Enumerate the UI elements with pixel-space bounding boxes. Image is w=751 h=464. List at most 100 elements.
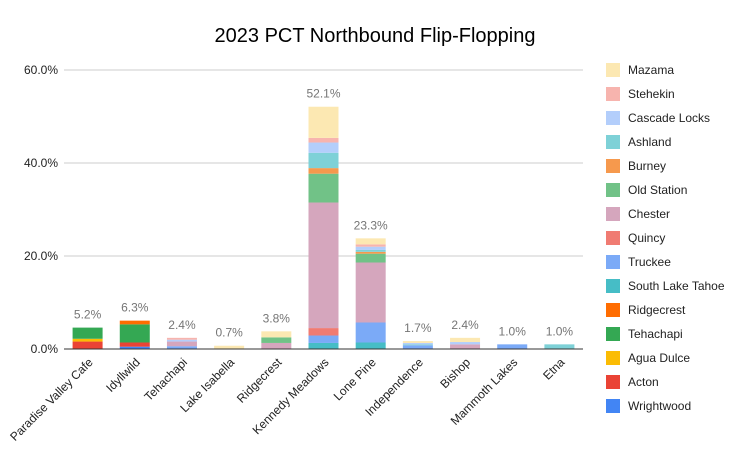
bar-segment — [72, 338, 103, 342]
legend-swatch — [606, 231, 620, 245]
legend-label: Stehekin — [628, 87, 675, 101]
bar-segment — [355, 342, 386, 349]
bar-segment — [355, 246, 386, 250]
bar-segment — [72, 341, 103, 349]
legend-label: Wrightwood — [628, 399, 691, 413]
x-tick-label: Bishop — [437, 355, 473, 391]
x-tick-label: Paradise Valley Cafe — [7, 355, 96, 444]
legend-label: Old Station — [628, 183, 687, 197]
legend-label: South Lake Tahoe — [628, 279, 725, 293]
bar-total-label: 5.2% — [74, 308, 102, 322]
bar-segment — [355, 251, 386, 254]
x-tick-label: Lone Pine — [331, 355, 379, 403]
bar-segment — [119, 342, 150, 347]
chart-title: 2023 PCT Northbound Flip-Flopping — [215, 25, 536, 47]
legend-swatch — [606, 279, 620, 293]
legend-swatch — [606, 87, 620, 101]
x-tick-label: Tehachapi — [141, 355, 190, 404]
legend-label: Mazama — [628, 63, 674, 77]
bar-segment — [261, 331, 292, 338]
bar-segment — [308, 342, 339, 349]
legend-swatch — [606, 135, 620, 149]
legend-swatch — [606, 111, 620, 125]
x-axis: Paradise Valley Cafe IdyllwildTehachapiLa… — [7, 348, 583, 444]
bar-total-label: 0.7% — [215, 326, 243, 340]
bar-segment — [214, 345, 245, 349]
bar-segment — [166, 337, 197, 340]
bar-segment — [355, 262, 386, 323]
bar-segment — [544, 344, 575, 349]
bar-segment — [402, 342, 433, 345]
bar-segment — [119, 324, 150, 343]
bar-segment — [497, 344, 528, 349]
bar-segment — [308, 335, 339, 343]
bar-segment — [355, 238, 386, 245]
legend-label: Burney — [628, 159, 666, 173]
bar-total-label: 6.3% — [121, 301, 149, 315]
x-tick-label: Ridgecrest — [234, 355, 285, 406]
legend-swatch — [606, 159, 620, 173]
legend-swatch — [606, 375, 620, 389]
legend-swatch — [606, 351, 620, 365]
bar-total-label: 1.7% — [404, 321, 432, 335]
bar-segment — [308, 202, 339, 329]
legend-swatch — [606, 63, 620, 77]
bar-segment — [355, 253, 386, 263]
bar-segment — [355, 244, 386, 247]
bar-segment — [308, 152, 339, 169]
legend-label: Acton — [628, 375, 659, 389]
bar-total-label: 52.1% — [306, 87, 340, 101]
bar-segment — [308, 106, 339, 138]
data-labels: 5.2% 6.3% 2.4% 0.7% 3.8% 52.1% 23.3% 1.7% 2.4% 1.… — [74, 87, 573, 340]
bar-total-label: 1.0% — [546, 324, 574, 338]
bar-segment — [261, 342, 292, 349]
bar-segment — [450, 342, 481, 345]
legend-label: Quincy — [628, 231, 665, 245]
y-axis: 0.0% 20.0% 40.0% 60.0% — [24, 63, 58, 356]
legend-label: Ridgecrest — [628, 303, 686, 317]
bar-segment — [119, 346, 150, 349]
bar-segment — [166, 339, 197, 342]
y-tick-label: 40.0% — [24, 156, 58, 170]
bar-total-label: 2.4% — [451, 318, 479, 332]
bar-segment — [119, 320, 150, 325]
bar-segment — [402, 345, 433, 349]
legend-swatch — [606, 183, 620, 197]
legend-swatch — [606, 327, 620, 341]
legend-label: Ashland — [628, 135, 671, 149]
bar-segment — [166, 341, 197, 347]
y-tick-label: 0.0% — [31, 342, 59, 356]
bar-segment — [355, 322, 386, 343]
bar-segment — [355, 249, 386, 252]
bar-segment — [450, 337, 481, 343]
legend-swatch — [606, 399, 620, 413]
legend-label: Chester — [628, 207, 670, 221]
bar-segment — [166, 346, 197, 349]
bar-segment — [308, 137, 339, 143]
bar-segment — [308, 328, 339, 336]
legend-label: Truckee — [628, 255, 671, 269]
bar-segment — [308, 173, 339, 203]
legend-label: Agua Dulce — [628, 351, 690, 365]
bar-segment — [450, 344, 481, 349]
bar-segment — [402, 341, 433, 343]
y-tick-label: 20.0% — [24, 249, 58, 263]
bar-segment — [402, 344, 433, 346]
bars — [72, 106, 575, 349]
bar-total-label: 3.8% — [263, 311, 291, 325]
legend: Mazama Stehekin Cascade Locks Ashland Burney… — [606, 63, 725, 413]
bar-total-label: 2.4% — [168, 318, 196, 332]
bar-total-label: 23.3% — [354, 218, 388, 232]
bar-segment — [308, 142, 339, 153]
legend-swatch — [606, 303, 620, 317]
bar-segment — [261, 337, 292, 343]
bar-segment — [72, 327, 103, 339]
legend-label: Cascade Locks — [628, 111, 710, 125]
bar-segment — [308, 168, 339, 174]
bar-total-label: 1.0% — [499, 324, 527, 338]
legend-label: Tehachapi — [628, 327, 683, 341]
x-tick-label: Etna — [540, 355, 568, 383]
y-tick-label: 60.0% — [24, 63, 58, 77]
